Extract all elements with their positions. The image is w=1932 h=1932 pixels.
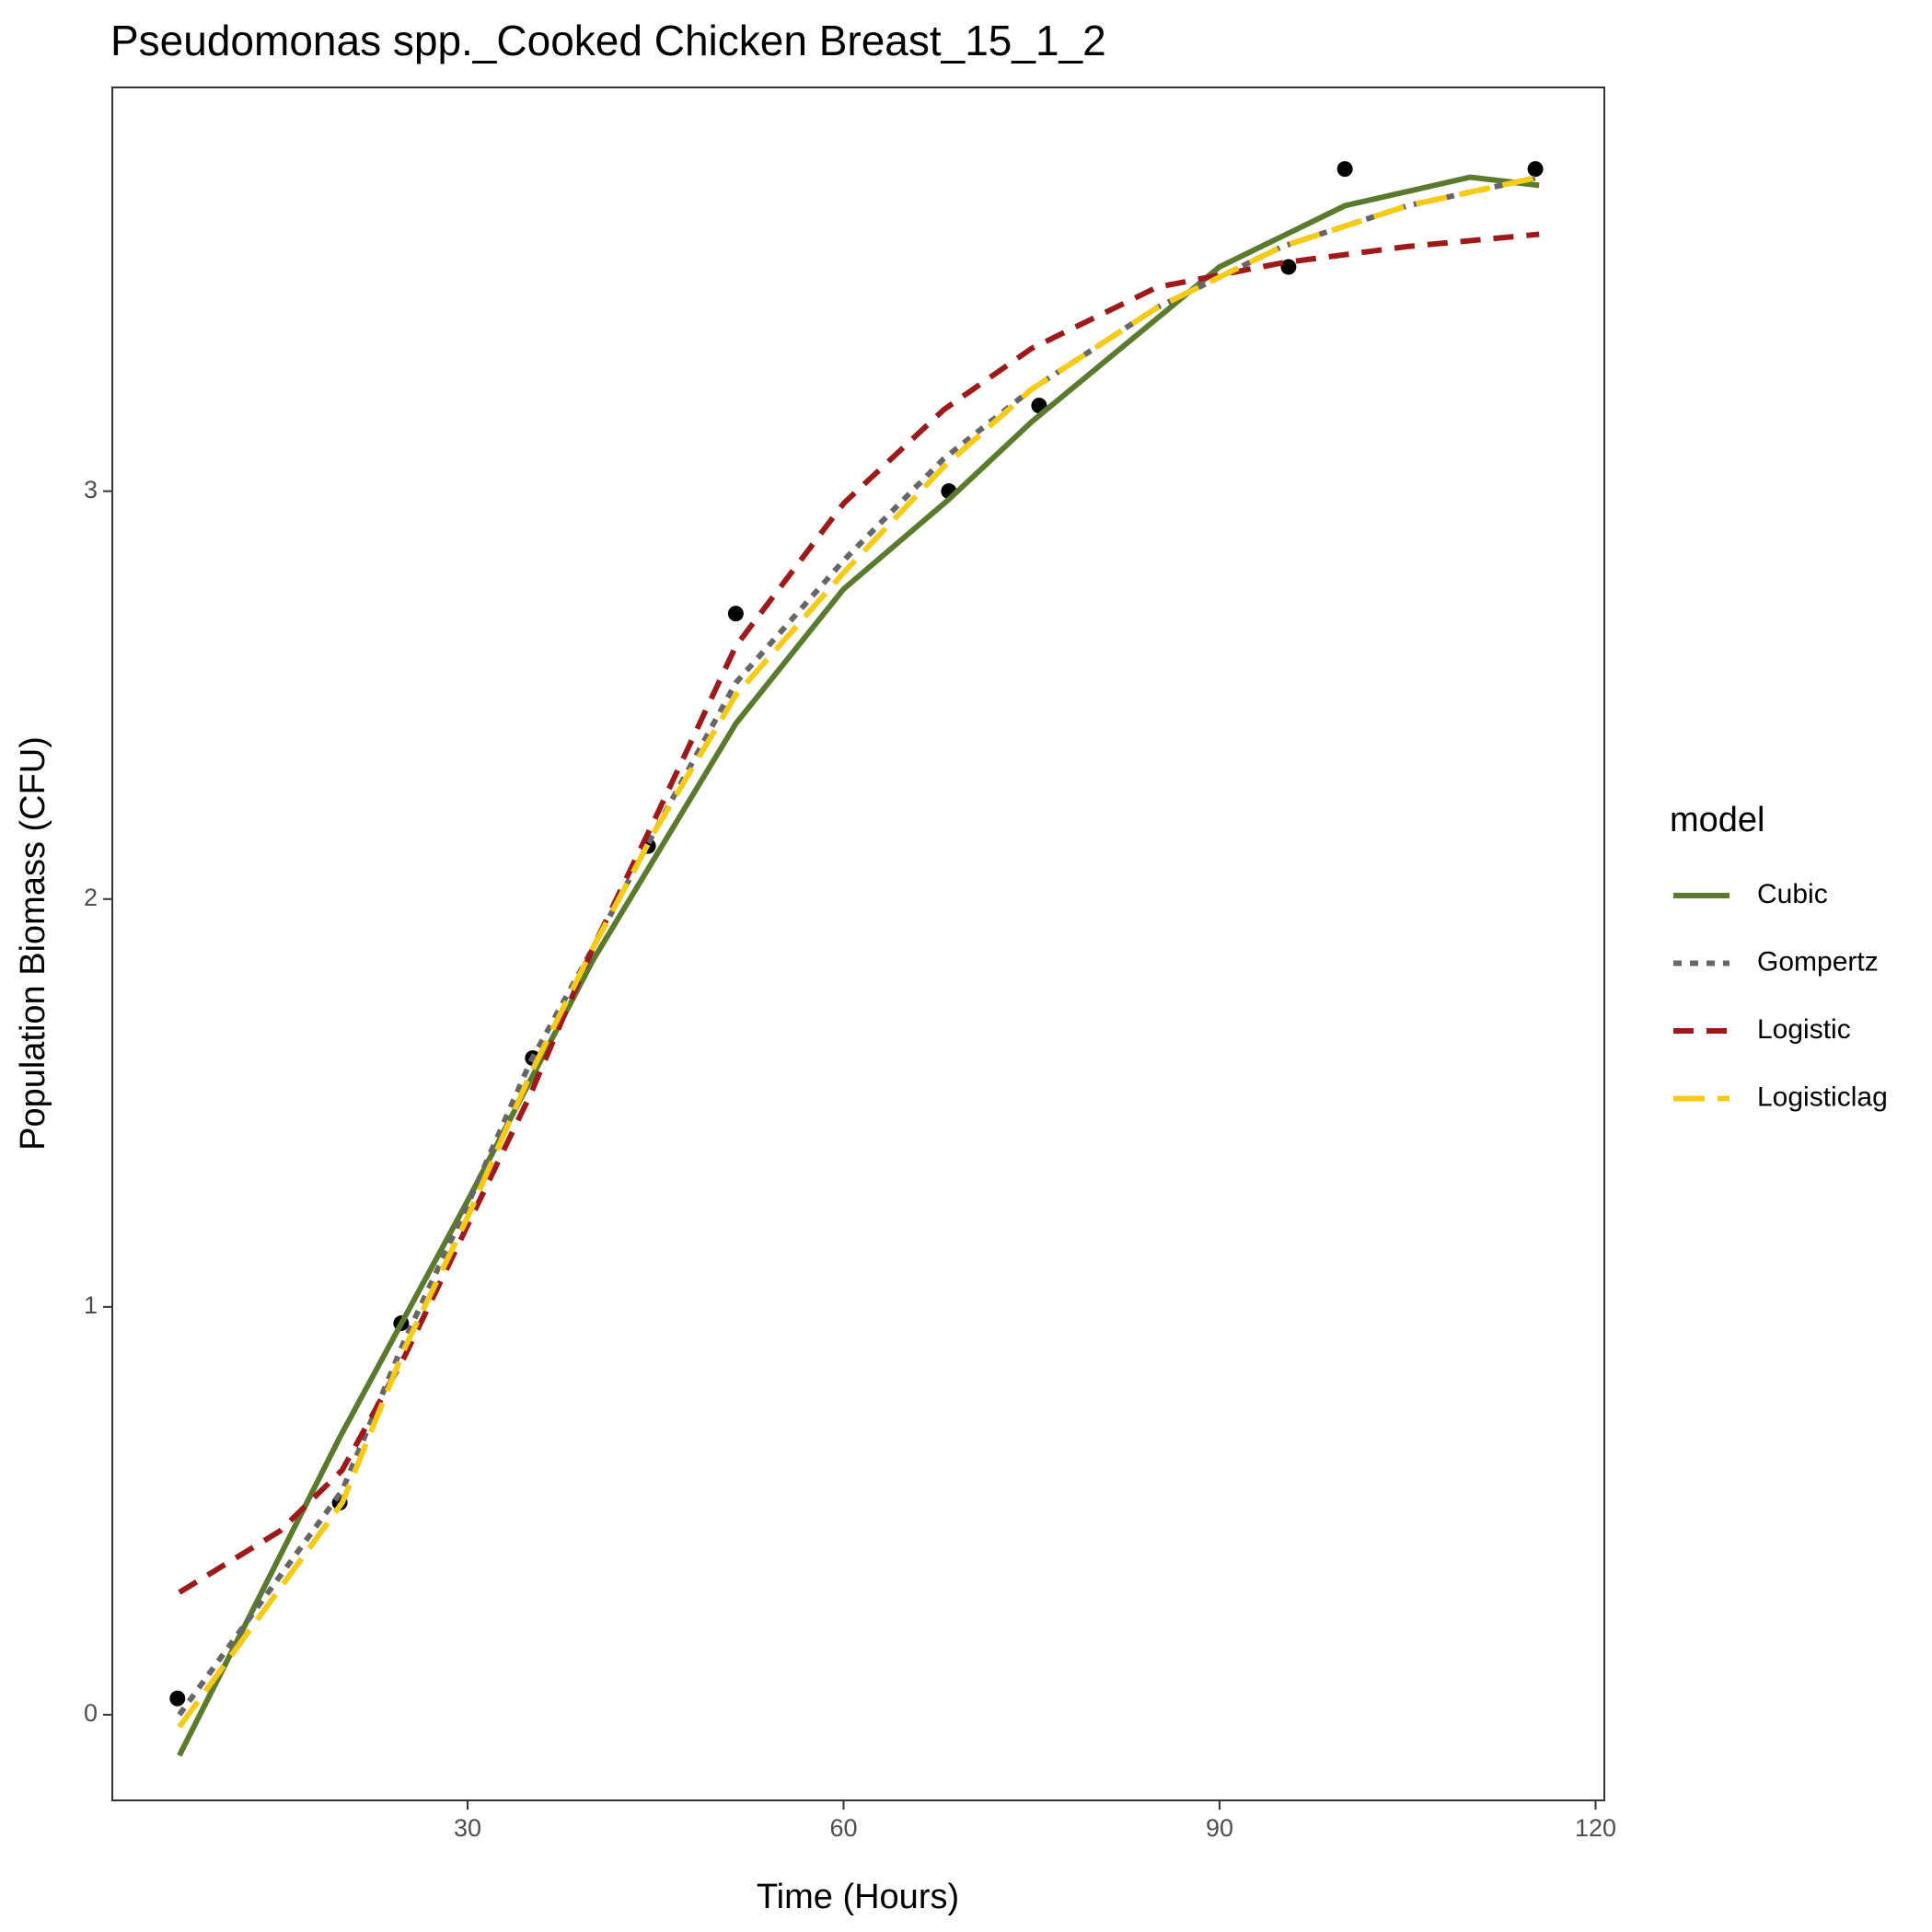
legend-title: model [1670, 801, 1765, 839]
x-tick-label: 120 [1575, 1814, 1616, 1842]
data-point [169, 1690, 186, 1706]
model-line [177, 174, 1540, 1757]
panel-border [111, 87, 1605, 1801]
legend-label: Gompertz [1757, 946, 1879, 977]
y-tick-label: 0 [84, 1699, 98, 1727]
legend-label: Logisticlag [1757, 1082, 1888, 1112]
y-tick-label: 3 [84, 476, 98, 503]
data-point [727, 606, 744, 622]
legend-label: Logistic [1757, 1014, 1851, 1045]
model-line [177, 174, 1540, 1730]
x-tick-label: 60 [829, 1814, 857, 1842]
data-point [1336, 161, 1353, 178]
y-tick-label: 1 [84, 1291, 98, 1319]
y-axis-label: Population Biomass (CFU) [14, 736, 52, 1151]
y-tick-label: 2 [84, 884, 98, 911]
x-tick-label: 30 [454, 1814, 481, 1842]
model-line [177, 174, 1540, 1717]
model-line [178, 231, 1540, 1595]
data-point [1527, 161, 1544, 178]
x-axis-label: Time (Hours) [757, 1878, 959, 1916]
legend-label: Cubic [1757, 879, 1828, 909]
data-point [1280, 259, 1297, 275]
chart-title: Pseudomonas spp._Cooked Chicken Breast_1… [110, 17, 1106, 64]
x-tick-label: 90 [1206, 1814, 1233, 1842]
